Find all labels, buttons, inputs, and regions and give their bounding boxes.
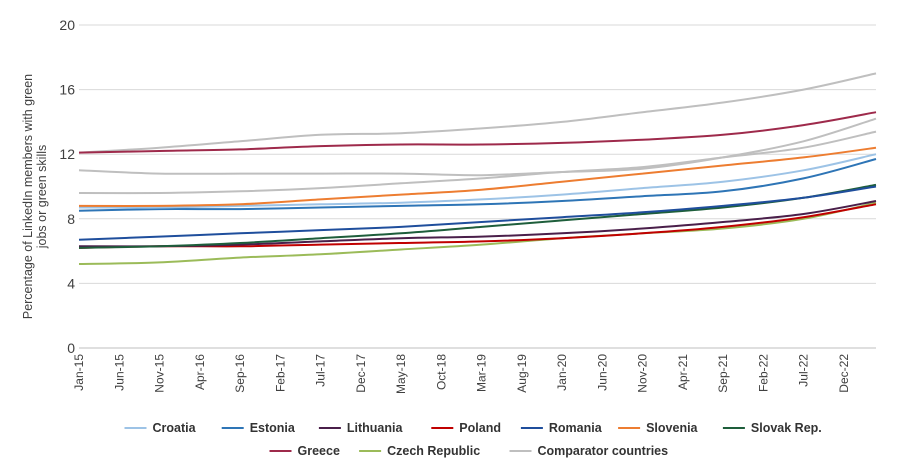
x-tick-label: Jun-20: [595, 354, 609, 391]
legend-label: Croatia: [153, 421, 197, 435]
series-line-lithuania: [78, 200, 877, 248]
x-tick-label: Jan-15: [72, 354, 86, 391]
x-tick-label: Apr-21: [676, 354, 690, 390]
legend-item-croatia: Croatia: [124, 421, 197, 435]
legend-item-greece: Greece: [269, 444, 340, 458]
legend-item-poland: Poland: [431, 421, 501, 435]
legend-label: Comparator countries: [538, 444, 669, 458]
x-tick-label: Apr-16: [193, 354, 207, 390]
series-line-czech-republic: [78, 201, 877, 265]
y-axis-label-line1: Percentage of LinkedIn members with gree…: [21, 74, 35, 319]
x-tick-label: Aug-19: [515, 354, 529, 393]
y-tick-label: 16: [59, 82, 75, 98]
series-line-estonia: [78, 158, 877, 212]
x-tick-label: May-18: [394, 354, 408, 394]
series-line-slovenia: [78, 146, 877, 207]
legend-item-lithuania: Lithuania: [318, 421, 404, 435]
legend-label: Slovak Rep.: [751, 421, 822, 435]
series-lines: [78, 72, 877, 265]
y-axis-ticks: 0 4 8 12 16 20: [59, 17, 75, 356]
legend-item-slovak-rep-: Slovak Rep.: [722, 421, 822, 435]
legend-label: Slovenia: [646, 421, 698, 435]
series-line-croatia: [78, 153, 877, 209]
series-line-poland: [78, 203, 877, 249]
x-tick-label: Nov-15: [153, 354, 167, 393]
legend-item-slovenia: Slovenia: [618, 421, 699, 435]
x-tick-label: Jan-20: [555, 354, 569, 391]
x-tick-label: Feb-22: [756, 354, 770, 392]
legend-label: Czech Republic: [387, 444, 480, 458]
legend-item-comparator-countries: Comparator countries: [509, 444, 669, 458]
gridlines: [79, 24, 876, 284]
legend: Croatia Estonia Lithuania Poland Romania Slov…: [124, 421, 822, 458]
legend-label: Greece: [298, 444, 340, 458]
x-tick-label: Dec-22: [837, 354, 851, 393]
series-line-comparator-countries: [78, 117, 877, 177]
y-tick-label: 4: [67, 275, 75, 291]
y-tick-label: 20: [59, 17, 75, 33]
legend-label: Lithuania: [347, 421, 404, 435]
series-line-comparator: [78, 130, 877, 195]
series-line-slovak-rep-: [78, 183, 877, 249]
x-tick-label: Dec-17: [354, 354, 368, 393]
x-axis-ticks: Jan-15 Jun-15 Nov-15 Apr-16 Sep-16 Feb-17 Jul-…: [72, 354, 851, 394]
legend-label: Romania: [549, 421, 603, 435]
x-tick-label: Sep-21: [716, 354, 730, 393]
x-tick-label: Feb-17: [273, 354, 287, 392]
x-tick-label: Jul-22: [797, 354, 811, 387]
legend-item-romania: Romania: [520, 421, 603, 435]
x-tick-label: Oct-18: [434, 354, 448, 390]
legend-label: Poland: [459, 421, 501, 435]
x-tick-label: Jun-15: [112, 354, 126, 391]
series-line-romania: [78, 185, 877, 241]
y-tick-label: 8: [67, 211, 75, 227]
x-tick-label: Nov-20: [636, 354, 650, 393]
series-line-comparator: [78, 72, 877, 154]
legend-item-estonia: Estonia: [221, 421, 296, 435]
y-tick-label: 0: [67, 340, 75, 356]
x-tick-label: Jul-17: [314, 354, 328, 387]
x-tick-label: Mar-19: [475, 354, 489, 392]
series-line-greece: [78, 111, 877, 154]
x-tick-label: Sep-16: [233, 354, 247, 393]
y-axis-label-line2: jobs or green skills: [35, 145, 49, 250]
legend-label: Estonia: [250, 421, 296, 435]
y-tick-label: 12: [59, 146, 75, 162]
legend-item-czech-republic: Czech Republic: [359, 444, 480, 458]
